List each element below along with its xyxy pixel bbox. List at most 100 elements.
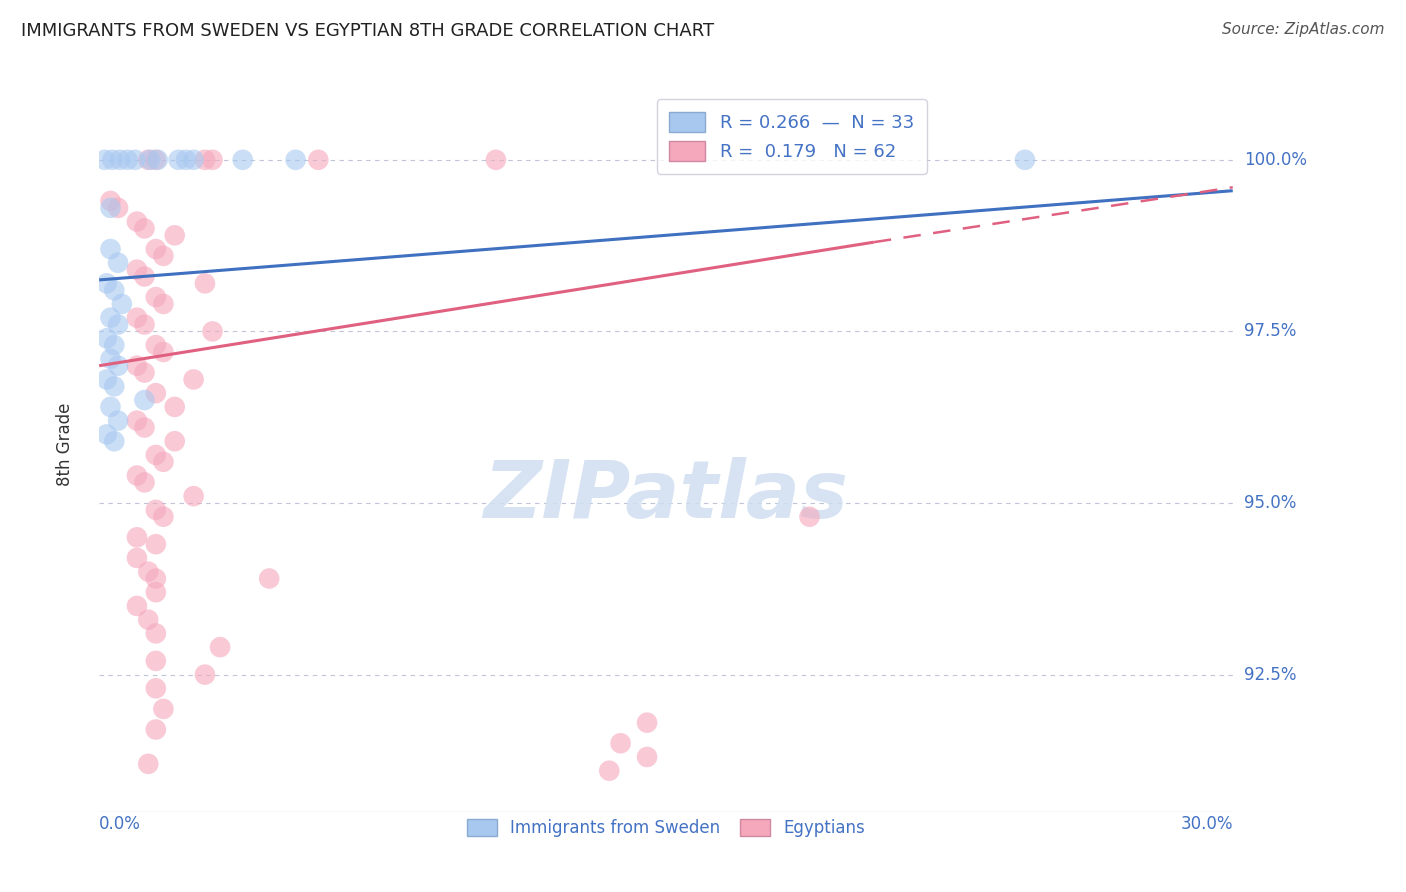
Point	[163, 228, 186, 243]
Text: 8th Grade: 8th Grade	[56, 403, 75, 486]
Point	[103, 434, 125, 449]
Point	[125, 550, 148, 565]
Point	[107, 201, 129, 215]
Point	[136, 613, 159, 627]
Text: ZIPatlas: ZIPatlas	[484, 457, 848, 535]
Point	[145, 503, 167, 517]
Legend: Immigrants from Sweden, Egyptians: Immigrants from Sweden, Egyptians	[460, 813, 872, 844]
Point	[194, 667, 217, 681]
Point	[96, 372, 118, 386]
Point	[183, 372, 205, 386]
Point	[183, 153, 205, 167]
Point	[124, 153, 146, 167]
Point	[636, 750, 658, 764]
Text: 92.5%: 92.5%	[1244, 665, 1296, 683]
Point	[100, 201, 122, 215]
Point	[107, 359, 129, 373]
Point	[96, 427, 118, 442]
Point	[145, 654, 167, 668]
Point	[194, 153, 217, 167]
Point	[108, 153, 131, 167]
Point	[152, 249, 174, 263]
Point	[103, 283, 125, 297]
Point	[125, 530, 148, 544]
Point	[145, 290, 167, 304]
Point	[125, 214, 148, 228]
Point	[183, 489, 205, 503]
Point	[146, 153, 169, 167]
Point	[103, 338, 125, 352]
Point	[257, 572, 280, 586]
Point	[145, 338, 167, 352]
Point	[136, 153, 159, 167]
Point	[145, 153, 167, 167]
Point	[485, 153, 508, 167]
Point	[163, 434, 186, 449]
Point	[194, 277, 217, 291]
Point	[152, 297, 174, 311]
Point	[100, 194, 122, 208]
Point	[134, 475, 156, 490]
Point	[152, 702, 174, 716]
Point	[201, 153, 224, 167]
Point	[125, 310, 148, 325]
Point	[201, 325, 224, 339]
Point	[232, 153, 254, 167]
Point	[209, 640, 232, 654]
Point	[125, 414, 148, 428]
Point	[134, 269, 156, 284]
Point	[174, 153, 197, 167]
Point	[100, 310, 122, 325]
Point	[307, 153, 329, 167]
Point	[145, 448, 167, 462]
Point	[636, 715, 658, 730]
Text: 100.0%: 100.0%	[1244, 151, 1308, 169]
Point	[125, 359, 148, 373]
Point	[107, 414, 129, 428]
Point	[136, 756, 159, 771]
Point	[125, 468, 148, 483]
Point	[107, 256, 129, 270]
Text: IMMIGRANTS FROM SWEDEN VS EGYPTIAN 8TH GRADE CORRELATION CHART: IMMIGRANTS FROM SWEDEN VS EGYPTIAN 8TH G…	[21, 22, 714, 40]
Point	[152, 455, 174, 469]
Point	[100, 351, 122, 366]
Point	[145, 386, 167, 401]
Point	[134, 221, 156, 235]
Text: 0.0%: 0.0%	[100, 815, 141, 833]
Point	[139, 153, 162, 167]
Point	[100, 400, 122, 414]
Text: Source: ZipAtlas.com: Source: ZipAtlas.com	[1222, 22, 1385, 37]
Point	[145, 626, 167, 640]
Point	[1014, 153, 1036, 167]
Point	[100, 242, 122, 256]
Point	[96, 277, 118, 291]
Point	[134, 318, 156, 332]
Point	[145, 723, 167, 737]
Point	[152, 509, 174, 524]
Point	[152, 345, 174, 359]
Point	[103, 379, 125, 393]
Point	[111, 297, 134, 311]
Text: 97.5%: 97.5%	[1244, 322, 1296, 341]
Point	[96, 331, 118, 345]
Point	[799, 509, 821, 524]
Point	[145, 585, 167, 599]
Point	[145, 681, 167, 696]
Point	[134, 366, 156, 380]
Text: 95.0%: 95.0%	[1244, 494, 1296, 512]
Point	[167, 153, 190, 167]
Text: 30.0%: 30.0%	[1180, 815, 1233, 833]
Point	[284, 153, 307, 167]
Point	[163, 400, 186, 414]
Point	[134, 392, 156, 407]
Point	[94, 153, 117, 167]
Point	[107, 318, 129, 332]
Point	[101, 153, 124, 167]
Point	[117, 153, 139, 167]
Point	[145, 572, 167, 586]
Point	[125, 599, 148, 613]
Point	[145, 242, 167, 256]
Point	[598, 764, 620, 778]
Point	[136, 565, 159, 579]
Point	[145, 537, 167, 551]
